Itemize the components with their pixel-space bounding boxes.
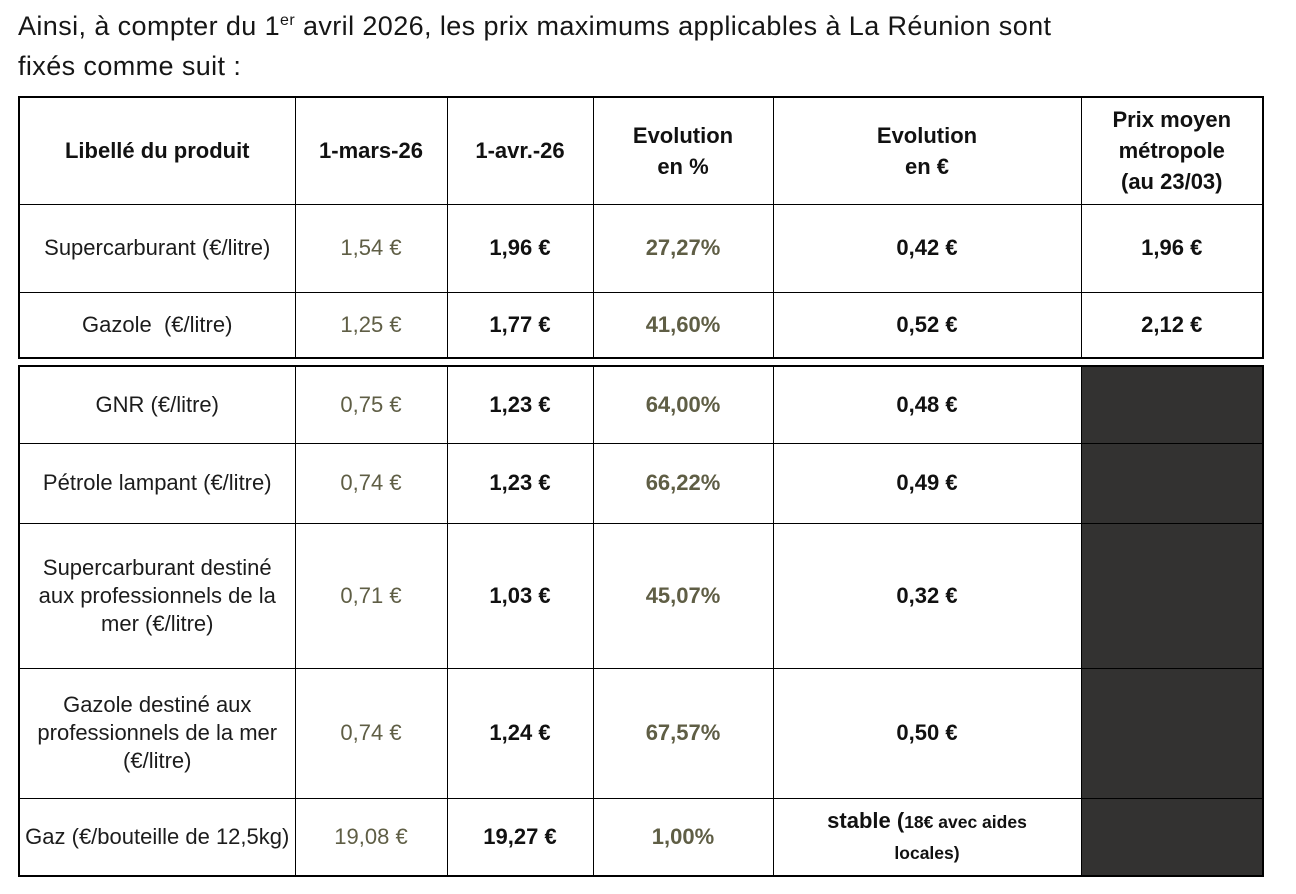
table-row: Supercarburant (€/litre) 1,54 €1,96 €27,2… — [18, 203, 1264, 293]
metropole-redacted-cell — [1080, 667, 1264, 799]
price-table-bottom-body: GNR (€/litre) 0,75 €1,23 €64,00% 0,48 € Pét… — [18, 365, 1264, 877]
evolution-eur-cell: stable (18€ avec aides locales) — [772, 797, 1082, 877]
product-label-cell: GNR (€/litre) — [18, 365, 296, 444]
stable-note-main: stable ( — [827, 807, 905, 833]
price-avr-cell: 1,96 € — [446, 203, 594, 293]
evolution-eur-cell: 0,48 € — [772, 365, 1082, 444]
table-row: Pétrole lampant (€/litre) 0,74 €1,23 €66,… — [18, 442, 1264, 524]
metropole-redacted-cell — [1080, 365, 1264, 444]
header-row: Libellé du produit 1-mars-26 1-avr.-26 Evol… — [18, 96, 1264, 205]
price-avr-cell: 1,77 € — [446, 291, 594, 359]
metropole-redacted-cell — [1080, 442, 1264, 524]
ordinal-superscript: er — [280, 12, 296, 29]
intro-paragraph: Ainsi, à compter du 1er avril 2026, les … — [18, 6, 1280, 86]
column-header-2: 1-avr.-26 — [446, 96, 594, 205]
table-row: GNR (€/litre) 0,75 €1,23 €64,00% 0,48 € — [18, 365, 1264, 444]
price-mars-cell: 0,75 € — [294, 365, 448, 444]
evolution-pct-cell: 64,00% — [592, 365, 774, 444]
column-header-4: Evolution en € — [772, 96, 1082, 205]
product-label-cell: Gazole destiné aux professionnels de la … — [18, 667, 296, 799]
table-row: Gaz (€/bouteille de 12,5kg) 19,08 €19,27 … — [18, 797, 1264, 877]
evolution-eur-cell: 0,32 € — [772, 522, 1082, 669]
column-header-1: 1-mars-26 — [294, 96, 448, 205]
table-row: Supercarburant destiné aux professionnel… — [18, 522, 1264, 669]
evolution-eur-cell: 0,50 € — [772, 667, 1082, 799]
table-row: Gazole destiné aux professionnels de la … — [18, 667, 1264, 799]
product-label-cell: Pétrole lampant (€/litre) — [18, 442, 296, 524]
price-table-top-body: Supercarburant (€/litre) 1,54 €1,96 €27,2… — [18, 203, 1264, 359]
price-avr-cell: 1,23 € — [446, 365, 594, 444]
metropole-redacted-cell — [1080, 522, 1264, 669]
price-avr-cell: 19,27 € — [446, 797, 594, 877]
product-label-cell: Supercarburant destiné aux professionnel… — [18, 522, 296, 669]
price-mars-cell: 0,71 € — [294, 522, 448, 669]
evolution-pct-cell: 66,22% — [592, 442, 774, 524]
evolution-pct-cell: 41,60% — [592, 291, 774, 359]
price-avr-cell: 1,23 € — [446, 442, 594, 524]
metropole-redacted-cell — [1080, 797, 1264, 877]
stable-note-detail: 18€ avec aides locales) — [894, 811, 1027, 863]
price-mars-cell: 0,74 € — [294, 442, 448, 524]
intro-text-part2: avril 2026, les prix maximums applicable… — [295, 11, 1052, 41]
price-table-header: Libellé du produit 1-mars-26 1-avr.-26 Evol… — [18, 96, 1264, 205]
column-header-3: Evolution en % — [592, 96, 774, 205]
product-label-cell: Gaz (€/bouteille de 12,5kg) — [18, 797, 296, 877]
evolution-pct-cell: 1,00% — [592, 797, 774, 877]
metropole-price-cell: 1,96 € — [1080, 203, 1264, 293]
evolution-pct-cell: 67,57% — [592, 667, 774, 799]
price-mars-cell: 19,08 € — [294, 797, 448, 877]
price-table-bottom: GNR (€/litre) 0,75 €1,23 €64,00% 0,48 € Pét… — [18, 365, 1264, 877]
intro-text-part1: Ainsi, à compter du 1 — [18, 11, 281, 41]
price-avr-cell: 1,03 € — [446, 522, 594, 669]
evolution-pct-cell: 45,07% — [592, 522, 774, 669]
metropole-price-cell: 2,12 € — [1080, 291, 1264, 359]
price-mars-cell: 0,74 € — [294, 667, 448, 799]
price-mars-cell: 1,25 € — [294, 291, 448, 359]
evolution-eur-cell: 0,52 € — [772, 291, 1082, 359]
intro-text-line2: fixés comme suit : — [18, 51, 242, 81]
product-label-cell: Gazole (€/litre) — [18, 291, 296, 359]
evolution-pct-cell: 27,27% — [592, 203, 774, 293]
price-avr-cell: 1,24 € — [446, 667, 594, 799]
price-table-top: Libellé du produit 1-mars-26 1-avr.-26 Evol… — [18, 96, 1264, 359]
column-header-5: Prix moyen métropole (au 23/03) — [1080, 96, 1264, 205]
product-label-cell: Supercarburant (€/litre) — [18, 203, 296, 293]
evolution-eur-cell: 0,42 € — [772, 203, 1082, 293]
column-header-0: Libellé du produit — [18, 96, 296, 205]
price-mars-cell: 1,54 € — [294, 203, 448, 293]
table-row: Gazole (€/litre) 1,25 €1,77 €41,60% 0,52 €… — [18, 291, 1264, 359]
stable-note: stable (18€ avec aides locales) — [801, 806, 1053, 868]
evolution-eur-cell: 0,49 € — [772, 442, 1082, 524]
